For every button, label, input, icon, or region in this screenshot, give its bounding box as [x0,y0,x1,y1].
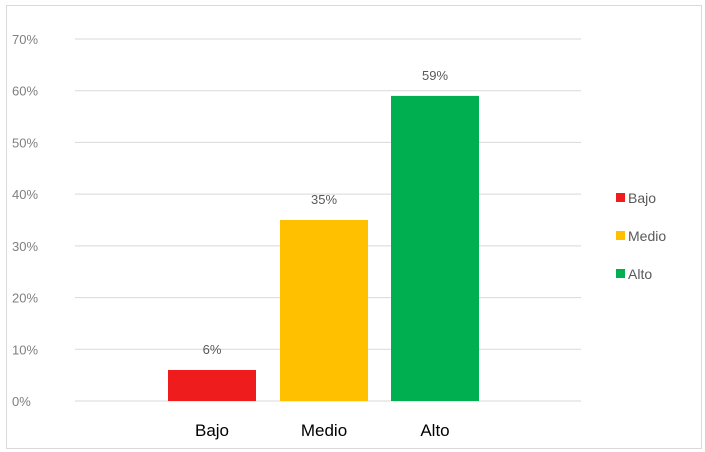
category-label-medio: Medio [301,421,347,440]
y-tick-label: 30% [12,239,38,254]
category-label-alto: Alto [420,421,449,440]
y-tick-label: 0% [12,394,31,409]
data-label-medio: 35% [311,192,337,207]
bar-medio [280,220,368,401]
chart-frame: 0% 10% 20% 30% 40% 50% 60% 70% 6% 35% 59% Bajo Med… [6,5,702,449]
y-axis-tick-labels: 0% 10% 20% 30% 40% 50% 60% 70% [12,32,38,409]
bars [168,95,479,401]
y-tick-label: 70% [12,32,38,47]
category-label-bajo: Bajo [195,421,229,440]
y-tick-label: 20% [12,291,38,306]
legend-swatch-bajo [616,193,625,202]
bar-bajo [168,369,256,401]
y-tick-label: 50% [12,135,38,150]
x-axis-category-labels: Bajo Medio Alto [195,421,450,440]
legend-label-alto: Alto [628,266,652,282]
y-tick-label: 10% [12,342,38,357]
y-tick-label: 60% [12,84,38,99]
data-labels: 6% 35% 59% [203,68,449,357]
legend-swatch-alto [616,269,625,278]
bar-alto [391,95,479,401]
legend-label-bajo: Bajo [628,190,656,206]
legend-label-medio: Medio [628,228,666,244]
legend-swatch-medio [616,231,625,240]
data-label-alto: 59% [422,68,448,83]
legend: Bajo Medio Alto [616,190,666,282]
y-tick-label: 40% [12,187,38,202]
bar-chart: 0% 10% 20% 30% 40% 50% 60% 70% 6% 35% 59% Bajo Med… [12,32,666,440]
data-label-bajo: 6% [203,342,222,357]
